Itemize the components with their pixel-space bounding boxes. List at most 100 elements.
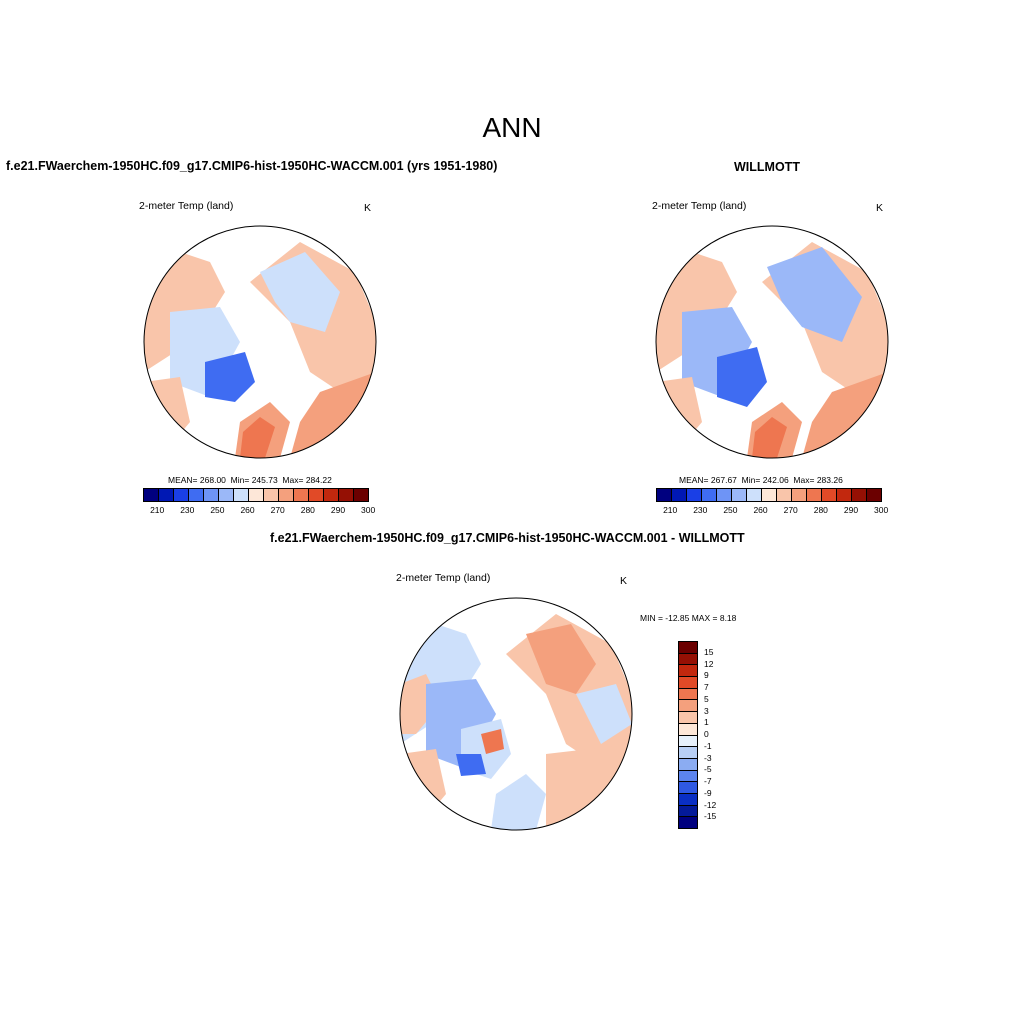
panel2-units-label: K bbox=[876, 202, 884, 214]
panel3-colorbar-box bbox=[679, 700, 697, 713]
panel1-colorbar-box bbox=[324, 489, 339, 501]
panel2-mean-label: MEAN= bbox=[679, 475, 709, 485]
panel3-colorbar-box bbox=[679, 665, 697, 678]
panel2-colorbar-box bbox=[777, 489, 792, 501]
panel2-colorbar-tick-label: 300 bbox=[874, 505, 889, 515]
panel3-colorbar-box bbox=[679, 747, 697, 759]
panel1-colorbar-tick-label: 260 bbox=[240, 505, 255, 515]
panel1-colorbar-box bbox=[354, 489, 368, 501]
panel3-colorbar-tick-label: -3 bbox=[704, 752, 712, 763]
panel2-colorbar-box bbox=[687, 489, 702, 501]
panel3-colorbar-tick-label: 3 bbox=[704, 705, 709, 716]
panel2-colorbar-box bbox=[837, 489, 852, 501]
panel2-colorbar-box bbox=[807, 489, 822, 501]
panel2-colorbar-box bbox=[762, 489, 777, 501]
panel2-siberia-land bbox=[767, 247, 862, 342]
panel3-colorbar-tick-label: -12 bbox=[704, 799, 717, 810]
panel3-colorbar-tick-label: 12 bbox=[704, 658, 714, 669]
panel1-greenland bbox=[205, 352, 255, 402]
panel1-siberia-land bbox=[260, 252, 340, 332]
panel3-colorbar-tick-label: 15 bbox=[704, 646, 714, 657]
panel3-colorbar-tick-label: -7 bbox=[704, 776, 712, 786]
panel3-variable-label: 2-meter Temp (land) bbox=[396, 572, 491, 584]
panel2-variable-label: 2-meter Temp (land) bbox=[652, 200, 747, 212]
panel2-colorbar-box bbox=[792, 489, 807, 501]
panel3-colorbar-tick-label: -1 bbox=[704, 740, 712, 751]
panel2-colorbar-box bbox=[657, 489, 672, 501]
figure-title: ANN bbox=[482, 112, 542, 143]
panel1-colorbar-box bbox=[189, 489, 204, 501]
panel2-colorbar-box bbox=[672, 489, 687, 501]
panel2-colorbar-box bbox=[717, 489, 732, 501]
panel2-colorbar-box bbox=[702, 489, 717, 501]
panel1-colorbar-box bbox=[204, 489, 219, 501]
panel2-colorbar bbox=[656, 488, 882, 502]
panel3-colorbar-tick-label: -5 bbox=[704, 764, 712, 775]
panel1-max-label: Max= bbox=[282, 475, 304, 485]
panel2-polar-map bbox=[655, 225, 889, 459]
panel3-colorbar-box bbox=[679, 805, 697, 818]
panel3-title: f.e21.FWaerchem-1950HC.f09_g17.CMIP6-his… bbox=[270, 531, 745, 545]
panel2-min-label: Min= bbox=[741, 475, 761, 485]
panel3-colorbar-box bbox=[679, 770, 697, 783]
panel1-max-value: 284.22 bbox=[305, 475, 332, 485]
panel1-colorbar-box bbox=[144, 489, 159, 501]
panel1-variable-label: 2-meter Temp (land) bbox=[139, 200, 234, 212]
panel1-colorbar-box bbox=[279, 489, 294, 501]
panel3-colorbar-box bbox=[679, 735, 697, 748]
panel1-title: f.e21.FWaerchem-1950HC.f09_g17.CMIP6-his… bbox=[6, 159, 498, 173]
panel2-colorbar-box bbox=[732, 489, 747, 501]
panel1-colorbar-tick-label: 300 bbox=[361, 505, 376, 515]
panel1-colorbar-tick-label: 230 bbox=[180, 505, 195, 515]
panel3-colorbar-box bbox=[679, 642, 697, 654]
panel2-colorbar-box bbox=[867, 489, 881, 501]
panel3-colorbar-box bbox=[679, 758, 697, 771]
panel2-max-label: Max= bbox=[793, 475, 815, 485]
panel1-colorbar-tick-label: 270 bbox=[270, 505, 285, 515]
panel1-colorbar-box bbox=[339, 489, 354, 501]
panel2-colorbar-tick-label: 280 bbox=[813, 505, 828, 515]
panel1-colorbar-box bbox=[294, 489, 309, 501]
panel2-colorbar-tick-label: 250 bbox=[723, 505, 738, 515]
panel1-colorbar-tick-label: 290 bbox=[330, 505, 346, 515]
panel1-colorbar-ticks: 210 230 250 260 270 280 290 300 bbox=[143, 505, 375, 517]
panel2-colorbar-box bbox=[822, 489, 837, 501]
panel2-max-value: 283.26 bbox=[816, 475, 843, 485]
panel1-colorbar-box bbox=[249, 489, 264, 501]
panel3-minmax: MIN = -12.85 MAX = 8.18 bbox=[640, 613, 737, 623]
panel1-colorbar-box bbox=[234, 489, 249, 501]
panel3-colorbar-tick-label: -9 bbox=[704, 787, 712, 798]
panel3-colorbar-box bbox=[679, 712, 697, 724]
panel1-colorbar-box bbox=[159, 489, 174, 501]
panel2-colorbar-box bbox=[747, 489, 762, 501]
panel2-colorbar-tick-label: 260 bbox=[753, 505, 768, 515]
panel3-colorbar-box bbox=[679, 677, 697, 689]
panel1-colorbar-box bbox=[309, 489, 324, 501]
panel3-colorbar-tick-label: 0 bbox=[704, 729, 709, 739]
panel1-colorbar bbox=[143, 488, 369, 502]
panel3-colorbar-tick-label: 9 bbox=[704, 670, 709, 681]
panel1-mean-value: 268.00 bbox=[199, 475, 226, 485]
panel1-colorbar-box bbox=[174, 489, 189, 501]
panel2-greenland bbox=[717, 347, 767, 407]
panel3-colorbar-box bbox=[679, 793, 697, 806]
panel3-colorbar-box bbox=[679, 688, 697, 701]
panel3-units-label: K bbox=[620, 575, 628, 587]
panel1-colorbar-box bbox=[219, 489, 234, 501]
panel2-colorbar-ticks: 210 230 250 260 270 280 290 300 bbox=[656, 505, 888, 517]
panel2-colorbar-tick-label: 270 bbox=[783, 505, 798, 515]
panel3-colorbar-ticks: 15 12 9 7 5 3 1 0 -1 -3 -5 -7 -9 -12 -15 bbox=[704, 641, 734, 827]
panel1-units-label: K bbox=[364, 202, 372, 214]
panel1-min-label: Min= bbox=[230, 475, 250, 485]
panel2-min-value: 242.06 bbox=[762, 475, 789, 485]
panel2-mean-value: 267.67 bbox=[710, 475, 737, 485]
panel3-polar-map bbox=[399, 597, 633, 831]
panel3-colorbar-box bbox=[679, 723, 697, 736]
panel3-colorbar-box bbox=[679, 782, 697, 794]
panel1-polar-map bbox=[143, 225, 377, 459]
panel1-colorbar-tick-label: 280 bbox=[300, 505, 315, 515]
panel3-canada-land bbox=[426, 679, 496, 769]
panel1-canada-land bbox=[170, 307, 240, 397]
panel2-title: WILLMOTT bbox=[734, 160, 800, 174]
panel1-colorbar-tick-label: 250 bbox=[210, 505, 225, 515]
